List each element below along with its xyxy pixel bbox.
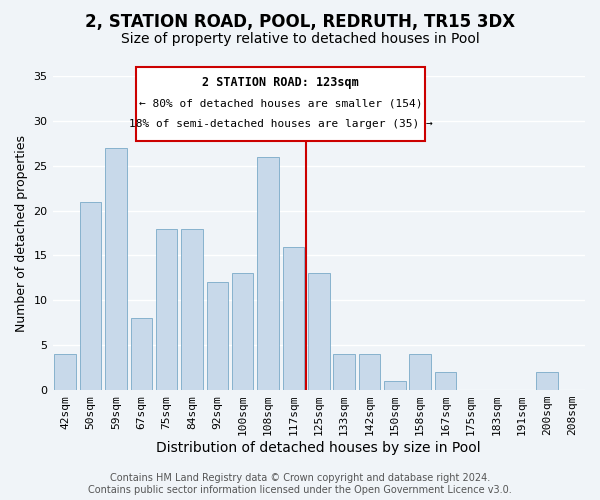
X-axis label: Distribution of detached houses by size in Pool: Distribution of detached houses by size … [157, 441, 481, 455]
FancyBboxPatch shape [136, 67, 425, 140]
Bar [359, 354, 380, 390]
Text: ← 80% of detached houses are smaller (154): ← 80% of detached houses are smaller (15… [139, 98, 422, 108]
Bar [435, 372, 457, 390]
Text: Size of property relative to detached houses in Pool: Size of property relative to detached ho… [121, 32, 479, 46]
Bar [131, 318, 152, 390]
Bar [334, 354, 355, 390]
Bar [55, 354, 76, 390]
Bar [257, 157, 279, 390]
Bar [181, 228, 203, 390]
Bar [232, 274, 253, 390]
Bar [156, 228, 178, 390]
Text: 2, STATION ROAD, POOL, REDRUTH, TR15 3DX: 2, STATION ROAD, POOL, REDRUTH, TR15 3DX [85, 12, 515, 30]
Bar [384, 381, 406, 390]
Bar [206, 282, 228, 390]
Bar [283, 246, 304, 390]
Bar [536, 372, 558, 390]
Y-axis label: Number of detached properties: Number of detached properties [15, 134, 28, 332]
Bar [80, 202, 101, 390]
Bar [105, 148, 127, 390]
Bar [409, 354, 431, 390]
Bar [308, 274, 329, 390]
Text: 18% of semi-detached houses are larger (35) →: 18% of semi-detached houses are larger (… [129, 119, 433, 129]
Text: Contains HM Land Registry data © Crown copyright and database right 2024.
Contai: Contains HM Land Registry data © Crown c… [88, 474, 512, 495]
Text: 2 STATION ROAD: 123sqm: 2 STATION ROAD: 123sqm [202, 76, 359, 89]
